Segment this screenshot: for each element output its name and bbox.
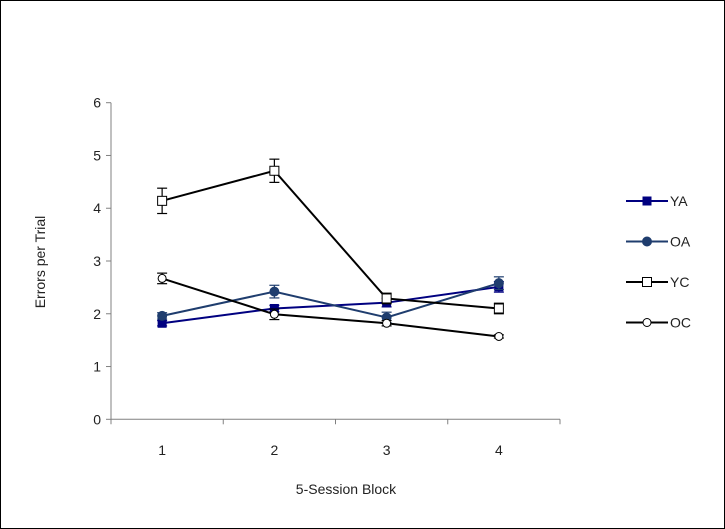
data-point-marker bbox=[269, 165, 280, 176]
data-point-marker bbox=[381, 293, 392, 304]
legend-item-oc: OC bbox=[626, 315, 691, 331]
y-tick-label: 5 bbox=[93, 147, 101, 163]
y-tick-label: 1 bbox=[93, 359, 101, 375]
x-axis-title: 5-Session Block bbox=[296, 481, 397, 497]
x-tick-label: 2 bbox=[270, 442, 278, 458]
series-line bbox=[161, 277, 499, 338]
legend-label: YC bbox=[670, 274, 689, 290]
x-tick-label: 4 bbox=[495, 442, 503, 458]
legend-item-yc: YC bbox=[626, 274, 689, 290]
data-point-marker bbox=[157, 310, 168, 321]
data-point-marker bbox=[494, 331, 504, 341]
legend-item-ya: YA bbox=[626, 193, 688, 209]
series-oc bbox=[157, 272, 504, 341]
series-yc bbox=[157, 158, 504, 315]
data-point-marker bbox=[493, 278, 504, 289]
data-point-marker bbox=[642, 318, 652, 327]
series-line bbox=[161, 285, 500, 325]
series-line bbox=[161, 169, 499, 310]
legend-label: YA bbox=[670, 193, 688, 209]
legend-label: OA bbox=[670, 234, 691, 250]
series-line bbox=[161, 282, 500, 319]
legend-label: OC bbox=[670, 315, 691, 331]
x-tick-label: 3 bbox=[383, 442, 391, 458]
data-point-marker bbox=[493, 303, 504, 314]
series-oa bbox=[157, 276, 504, 324]
y-tick-label: 0 bbox=[93, 411, 101, 427]
data-point-marker bbox=[157, 273, 167, 283]
x-tick-label: 1 bbox=[158, 442, 166, 458]
data-point-marker bbox=[269, 286, 280, 297]
data-point-marker bbox=[642, 236, 652, 247]
data-point-marker bbox=[642, 277, 652, 287]
data-point-marker bbox=[642, 196, 652, 206]
data-point-marker bbox=[157, 195, 168, 206]
data-point-marker bbox=[382, 318, 392, 328]
data-point-marker bbox=[269, 309, 279, 319]
y-tick-label: 3 bbox=[93, 253, 101, 269]
y-tick-label: 2 bbox=[93, 306, 101, 322]
y-tick-label: 4 bbox=[93, 200, 101, 216]
y-axis-title: Errors per Trial bbox=[32, 216, 48, 309]
legend-item-oa: OA bbox=[626, 234, 691, 250]
y-tick-label: 6 bbox=[93, 95, 101, 111]
